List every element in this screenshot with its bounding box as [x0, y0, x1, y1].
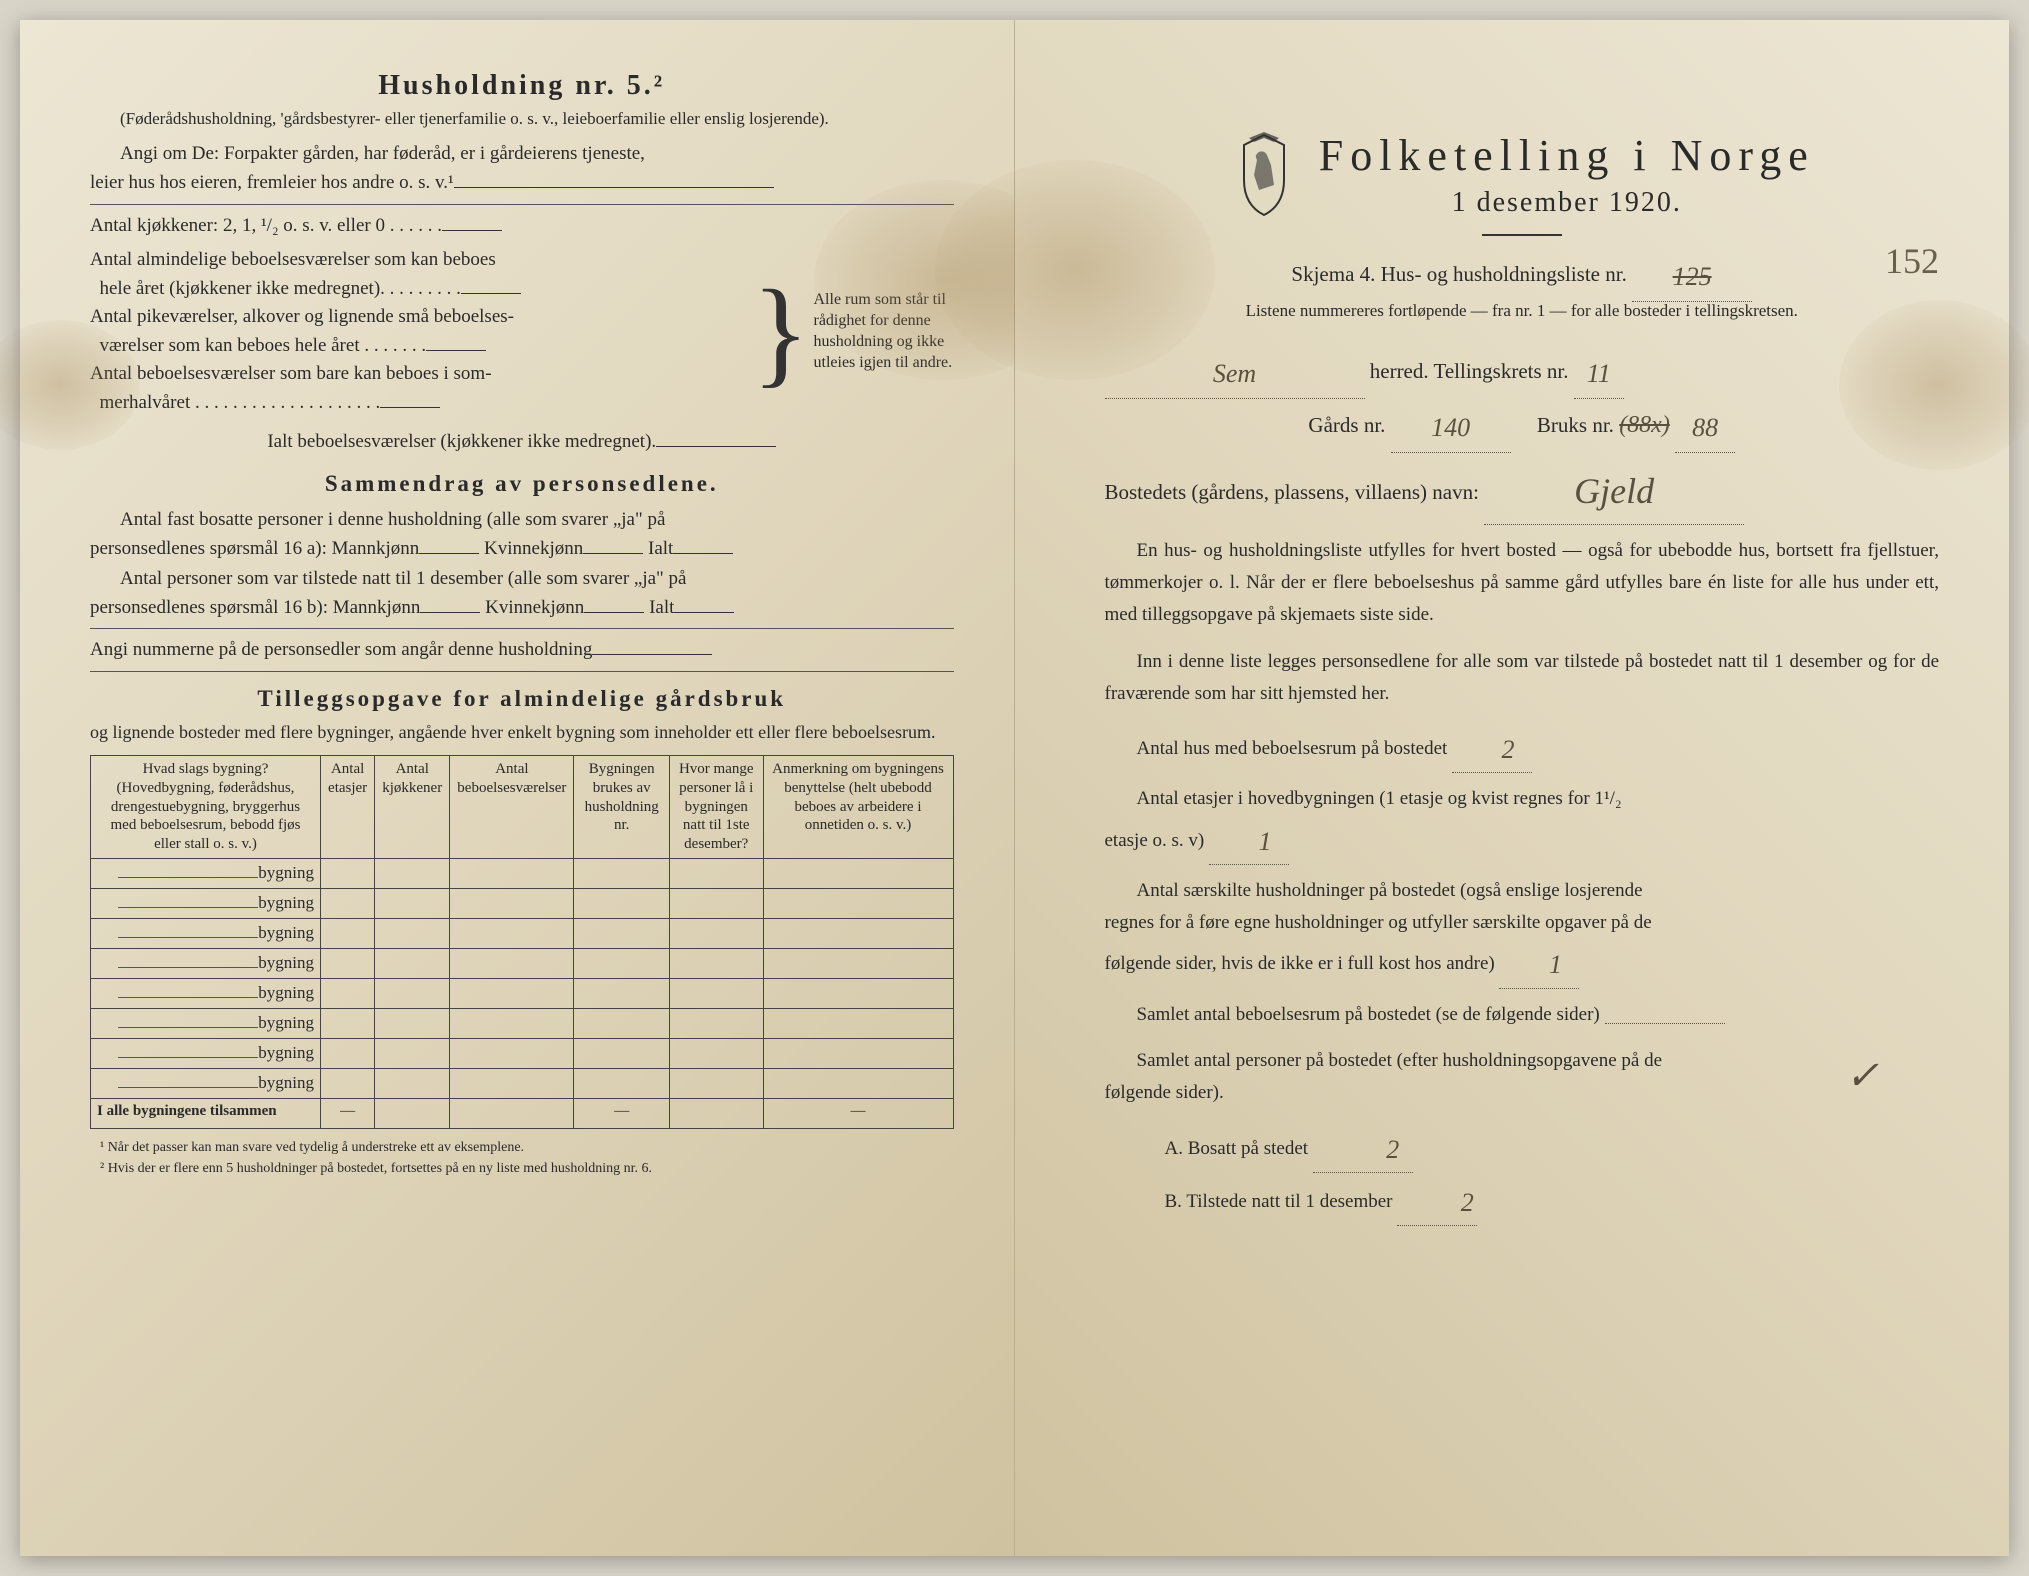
- note-2a: Angi om De: Forpakter gården, har føderå…: [90, 139, 954, 168]
- note-1: (Føderådshusholdning, 'gårdsbestyrer- el…: [90, 108, 954, 131]
- building-table: Hvad slags bygning? (Hovedbygning, føder…: [90, 755, 954, 1129]
- curly-brace: }: [748, 278, 814, 386]
- table-total-row: I alle bygningene tilsammen ———: [91, 1098, 954, 1128]
- checkmark: ✓: [1813, 1042, 1879, 1110]
- brace-a2: hele året (kjøkkener ikke medregnet). . …: [90, 275, 748, 304]
- table-row: bygning: [91, 858, 954, 888]
- footnote-2: ² Hvis der er flere enn 5 husholdninger …: [90, 1160, 954, 1179]
- table-header-row: Hvad slags bygning? (Hovedbygning, føder…: [91, 756, 954, 859]
- divider: [1482, 234, 1562, 236]
- household-heading: Husholdning nr. 5.²: [90, 70, 954, 102]
- th-4: Bygningen brukes av husholdning nr.: [574, 756, 670, 859]
- footnote-1: ¹ Når det passer kan man svare ved tydel…: [90, 1139, 954, 1158]
- footnotes: ¹ Når det passer kan man svare ved tydel…: [90, 1139, 954, 1179]
- table-row: bygning: [91, 948, 954, 978]
- q1: Antal hus med beboelsesrum på bostedet 2: [1105, 724, 1940, 769]
- th-2: Antal kjøkkener: [375, 756, 450, 859]
- table-row: bygning: [91, 1068, 954, 1098]
- document-spread: Husholdning nr. 5.² (Føderådshusholdning…: [20, 20, 2009, 1556]
- s-line3: Antal personer som var tilstede natt til…: [90, 564, 954, 593]
- q2: Antal etasjer i hovedbygningen (1 etasje…: [1105, 783, 1940, 860]
- right-page: Folketelling i Norge 1 desember 1920. 15…: [1015, 20, 2010, 1556]
- th-5: Hvor mange personer lå i bygningen natt …: [670, 756, 764, 859]
- table-row: bygning: [91, 1008, 954, 1038]
- table-row: bygning: [91, 978, 954, 1008]
- tillegg-title: Tilleggsopgave for almindelige gårdsbruk: [90, 686, 954, 712]
- q5: Samlet antal personer på bostedet (efter…: [1105, 1045, 1940, 1110]
- table-row: bygning: [91, 918, 954, 948]
- angi-line: Angi nummerne på de personsedler som ang…: [90, 635, 954, 664]
- sammendrag-title: Sammendrag av personsedlene.: [90, 471, 954, 497]
- total-label: I alle bygningene tilsammen: [91, 1098, 321, 1128]
- table-row: bygning: [91, 1038, 954, 1068]
- s-line2: personsedlenes spørsmål 16 a): Mannkjønn…: [90, 534, 954, 563]
- coat-of-arms-icon: [1229, 130, 1299, 220]
- note-2b: leier hus hos eieren, fremleier hos andr…: [90, 168, 954, 197]
- kitchen-line: Antal kjøkkener: 2, 1, ¹/₂ o. s. v. elle…: [90, 211, 954, 240]
- th-0: Hvad slags bygning? (Hovedbygning, føder…: [91, 756, 321, 859]
- th-3: Antal beboelsesværelser: [450, 756, 574, 859]
- sub-title: 1 desember 1920.: [1319, 187, 1815, 219]
- paragraph-1: En hus- og husholdningsliste utfylles fo…: [1105, 535, 1940, 632]
- brace-b1: Antal pikeværelser, alkover og lignende …: [90, 303, 748, 332]
- q4: Samlet antal beboelsesrum på bostedet (s…: [1105, 999, 1940, 1031]
- paragraph-2: Inn i denne liste legges personsedlene f…: [1105, 646, 1940, 711]
- listene-line: Listene nummereres fortløpende — fra nr.…: [1105, 298, 1940, 324]
- bosted-line: Bostedets (gårdens, plassens, villaens) …: [1105, 455, 1940, 521]
- q3: Antal særskilte husholdninger på bostede…: [1105, 875, 1940, 985]
- brace-c1: Antal beboelsesværelser som bare kan beb…: [90, 360, 748, 389]
- title-block: Folketelling i Norge 1 desember 1920.: [1105, 130, 1940, 220]
- table-row: bygning: [91, 888, 954, 918]
- left-page: Husholdning nr. 5.² (Føderådshusholdning…: [20, 20, 1015, 1556]
- gards-line: Gårds nr. 140 Bruks nr. (88x) 88: [1105, 401, 1940, 449]
- th-1: Antal etasjer: [321, 756, 375, 859]
- th-6: Anmerkning om bygningens benyttelse (hel…: [763, 756, 953, 859]
- skjema-line: Skjema 4. Hus- og husholdningsliste nr. …: [1105, 250, 1940, 298]
- brace-b2: værelser som kan beboes hele året . . . …: [90, 332, 748, 361]
- handwritten-152: 152: [1885, 240, 1939, 282]
- herred-line: Sem herred. Tellingskrets nr. 11: [1105, 347, 1940, 395]
- brace-right-text: Alle rum som står til rådighet for denne…: [814, 290, 954, 373]
- s-line4: personsedlenes spørsmål 16 b): Mannkjønn…: [90, 593, 954, 622]
- brace-a1: Antal almindelige beboelsesværelser som …: [90, 246, 748, 275]
- brace-block: Antal almindelige beboelsesværelser som …: [90, 246, 954, 417]
- brace-c2: merhalvåret . . . . . . . . . . . . . . …: [90, 389, 748, 418]
- ialt-line: Ialt beboelsesværelser (kjøkkener ikke m…: [90, 427, 954, 456]
- qA: A. Bosatt på stedet 2: [1105, 1124, 1940, 1169]
- main-title: Folketelling i Norge: [1319, 130, 1815, 181]
- qB: B. Tilstede natt til 1 desember 2: [1105, 1177, 1940, 1222]
- tillegg-sub: og lignende bosteder med flere bygninger…: [90, 720, 954, 745]
- s-line1: Antal fast bosatte personer i denne hush…: [90, 505, 954, 534]
